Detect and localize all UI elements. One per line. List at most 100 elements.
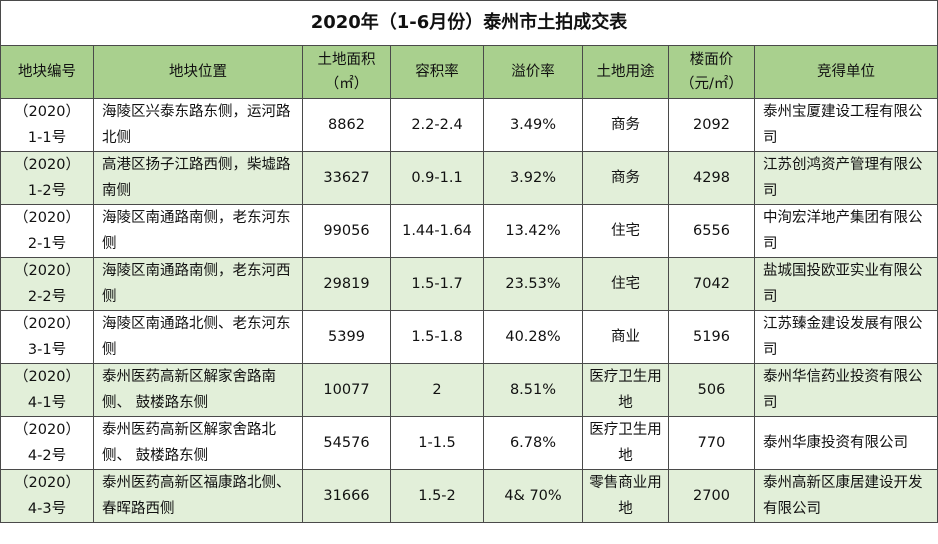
cell-code: （2020） 4-3号: [0, 469, 94, 523]
cell-area: 10077: [302, 363, 391, 417]
cell-area: 33627: [302, 151, 391, 205]
cell-price: 770: [668, 416, 755, 470]
cell-area: 31666: [302, 469, 391, 523]
header-code: 地块编号: [0, 45, 94, 99]
title-row: 2020年（1-6月份）泰州市土拍成交表: [0, 0, 938, 46]
table-row: （2020） 4-3号 泰州医药高新区福康路北侧、春晖路西侧 31666 1.5-2 4&…: [0, 469, 938, 523]
cell-far: 1.5-1.7: [390, 257, 484, 311]
table-title: 2020年（1-6月份）泰州市土拍成交表: [0, 0, 938, 46]
cell-code-year: （2020）: [14, 422, 80, 438]
cell-premium: 13.42%: [483, 204, 583, 258]
table-row: （2020） 3-1号 海陵区南通路北侧、老东河东侧 5399 1.5-1.8 40.28…: [0, 310, 938, 364]
cell-usage: 医疗卫生用地: [582, 363, 669, 417]
table-row: （2020） 2-2号 海陵区南通路南侧，老东河西侧 29819 1.5-1.7 23.5…: [0, 257, 938, 311]
cell-code-year: （2020）: [14, 210, 80, 226]
cell-price: 2700: [668, 469, 755, 523]
cell-code-year: （2020）: [14, 104, 80, 120]
table-row: （2020） 4-2号 泰州医药高新区解家舍路北侧、 鼓楼路东侧 54576 1-1.5…: [0, 416, 938, 470]
table-row: （2020） 1-2号 高港区扬子江路西侧，柴墟路南侧 33627 0.9-1.1 3.9…: [0, 151, 938, 205]
header-price: 楼面价 （元/㎡）: [668, 45, 755, 99]
cell-far: 1-1.5: [390, 416, 484, 470]
cell-location: 海陵区南通路南侧，老东河西侧: [93, 257, 303, 311]
cell-area: 8862: [302, 98, 391, 152]
cell-location: 海陵区南通路北侧、老东河东侧: [93, 310, 303, 364]
cell-winner: 泰州高新区康居建设开发有限公司: [754, 469, 938, 523]
cell-far: 1.44-1.64: [390, 204, 484, 258]
cell-code: （2020） 4-1号: [0, 363, 94, 417]
header-far: 容积率: [390, 45, 484, 99]
cell-premium: 4& 70%: [483, 469, 583, 523]
cell-usage: 商务: [582, 98, 669, 152]
cell-premium: 40.28%: [483, 310, 583, 364]
cell-code-year: （2020）: [14, 369, 80, 385]
cell-far: 1.5-2: [390, 469, 484, 523]
cell-area: 29819: [302, 257, 391, 311]
cell-winner: 泰州宝厦建设工程有限公司: [754, 98, 938, 152]
cell-location: 泰州医药高新区解家舍路北侧、 鼓楼路东侧: [93, 416, 303, 470]
cell-area: 5399: [302, 310, 391, 364]
header-winner: 竞得单位: [754, 45, 938, 99]
cell-usage: 商业: [582, 310, 669, 364]
cell-location: 泰州医药高新区福康路北侧、春晖路西侧: [93, 469, 303, 523]
cell-location: 高港区扬子江路西侧，柴墟路南侧: [93, 151, 303, 205]
header-usage: 土地用途: [582, 45, 669, 99]
cell-code: （2020） 4-2号: [0, 416, 94, 470]
cell-code-number: 2-2号: [27, 289, 67, 305]
cell-code-year: （2020）: [14, 157, 80, 173]
cell-location: 海陵区兴泰东路东侧，运河路北侧: [93, 98, 303, 152]
cell-usage: 零售商业用地: [582, 469, 669, 523]
cell-price: 7042: [668, 257, 755, 311]
cell-code-number: 3-1号: [27, 342, 67, 358]
cell-usage: 住宅: [582, 257, 669, 311]
cell-price: 6556: [668, 204, 755, 258]
cell-premium: 23.53%: [483, 257, 583, 311]
cell-usage: 商务: [582, 151, 669, 205]
cell-code-year: （2020）: [14, 263, 80, 279]
cell-winner: 盐城国投欧亚实业有限公司: [754, 257, 938, 311]
cell-price: 4298: [668, 151, 755, 205]
cell-code: （2020） 3-1号: [0, 310, 94, 364]
cell-winner: 江苏臻金建设发展有限公司: [754, 310, 938, 364]
header-row: 地块编号 地块位置 土地面积 （㎡） 容积率 溢价率 土地用途 楼面价 （元/㎡…: [0, 45, 938, 99]
cell-far: 0.9-1.1: [390, 151, 484, 205]
cell-premium: 3.92%: [483, 151, 583, 205]
header-area: 土地面积 （㎡）: [302, 45, 391, 99]
cell-location: 泰州医药高新区解家舍路南侧、 鼓楼路东侧: [93, 363, 303, 417]
cell-price: 2092: [668, 98, 755, 152]
cell-location: 海陵区南通路南侧，老东河东侧: [93, 204, 303, 258]
cell-code: （2020） 2-2号: [0, 257, 94, 311]
land-auction-table: 2020年（1-6月份）泰州市土拍成交表 地块编号 地块位置 土地面积 （㎡） …: [0, 0, 938, 523]
cell-far: 2.2-2.4: [390, 98, 484, 152]
table-row: （2020） 1-1号 海陵区兴泰东路东侧，运河路北侧 8862 2.2-2.4 3.49…: [0, 98, 938, 152]
header-premium: 溢价率: [483, 45, 583, 99]
cell-area: 54576: [302, 416, 391, 470]
cell-code-number: 4-2号: [27, 448, 67, 464]
header-area-line2: （㎡）: [324, 76, 369, 92]
cell-code-number: 1-2号: [27, 183, 67, 199]
cell-winner: 泰州华康投资有限公司: [754, 416, 938, 470]
cell-premium: 3.49%: [483, 98, 583, 152]
cell-winner: 江苏创鸿资产管理有限公司: [754, 151, 938, 205]
header-price-line1: 楼面价: [689, 52, 734, 68]
cell-price: 5196: [668, 310, 755, 364]
table-row: （2020） 4-1号 泰州医药高新区解家舍路南侧、 鼓楼路东侧 10077 2 8.51…: [0, 363, 938, 417]
cell-area: 99056: [302, 204, 391, 258]
cell-winner: 中洵宏洋地产集团有限公司: [754, 204, 938, 258]
cell-price: 506: [668, 363, 755, 417]
cell-code: （2020） 2-1号: [0, 204, 94, 258]
cell-premium: 8.51%: [483, 363, 583, 417]
cell-code-number: 2-1号: [27, 236, 67, 252]
cell-premium: 6.78%: [483, 416, 583, 470]
header-area-line1: 土地面积: [317, 52, 376, 68]
cell-code-number: 4-3号: [27, 501, 67, 517]
cell-code-number: 1-1号: [27, 130, 67, 146]
header-price-line2: （元/㎡）: [680, 76, 743, 92]
header-location: 地块位置: [93, 45, 303, 99]
cell-winner: 泰州华信药业投资有限公司: [754, 363, 938, 417]
cell-usage: 医疗卫生用地: [582, 416, 669, 470]
cell-far: 1.5-1.8: [390, 310, 484, 364]
cell-code-number: 4-1号: [27, 395, 67, 411]
cell-usage: 住宅: [582, 204, 669, 258]
table-row: （2020） 2-1号 海陵区南通路南侧，老东河东侧 99056 1.44-1.64 13…: [0, 204, 938, 258]
table-body: （2020） 1-1号 海陵区兴泰东路东侧，运河路北侧 8862 2.2-2.4 3.49…: [0, 98, 938, 523]
